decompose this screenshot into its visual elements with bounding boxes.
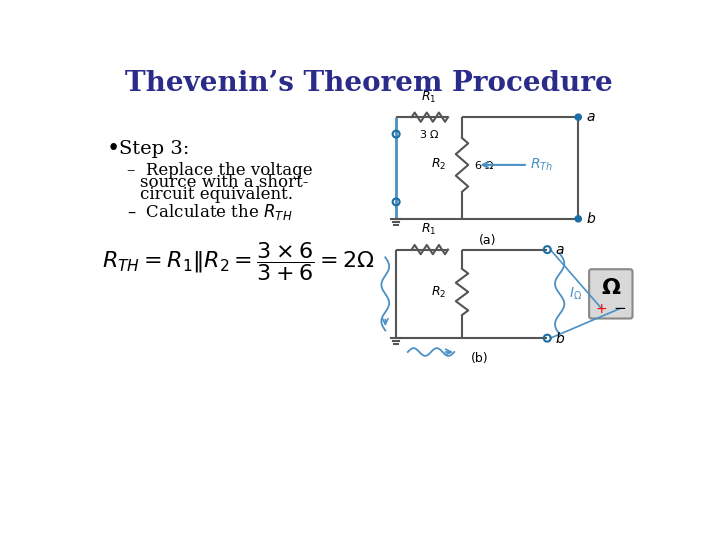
Text: $R_1$: $R_1$ bbox=[421, 90, 437, 105]
Text: circuit equivalent.: circuit equivalent. bbox=[140, 186, 293, 204]
Text: –  Replace the voltage: – Replace the voltage bbox=[127, 162, 312, 179]
Text: $R_2$: $R_2$ bbox=[431, 285, 446, 300]
Text: source with a short-: source with a short- bbox=[140, 174, 309, 191]
Text: $R_{TH} = R_1 \| R_2 = \dfrac{3 \times 6}{3 + 6} = 2\Omega$: $R_{TH} = R_1 \| R_2 = \dfrac{3 \times 6… bbox=[102, 240, 374, 282]
Text: $3\ \Omega$: $3\ \Omega$ bbox=[419, 128, 439, 140]
Text: Step 3:: Step 3: bbox=[120, 140, 190, 159]
Text: $R_2$: $R_2$ bbox=[431, 157, 446, 172]
Text: (a): (a) bbox=[478, 234, 496, 247]
Text: (b): (b) bbox=[471, 352, 488, 365]
Text: $b$: $b$ bbox=[555, 330, 565, 346]
Text: $a$: $a$ bbox=[555, 242, 564, 256]
Text: $6\ \Omega$: $6\ \Omega$ bbox=[474, 159, 495, 171]
FancyBboxPatch shape bbox=[589, 269, 632, 319]
Text: $a$: $a$ bbox=[586, 110, 595, 124]
Text: $R_1$: $R_1$ bbox=[421, 222, 437, 237]
Text: Thevenin’s Theorem Procedure: Thevenin’s Theorem Procedure bbox=[125, 70, 613, 97]
Text: −: − bbox=[613, 301, 626, 316]
Text: +: + bbox=[595, 301, 607, 315]
Text: $R_{Th}$: $R_{Th}$ bbox=[530, 157, 553, 173]
Text: Ω: Ω bbox=[601, 278, 621, 298]
Text: –  Calculate the $R_{TH}$: – Calculate the $R_{TH}$ bbox=[127, 202, 293, 222]
Circle shape bbox=[575, 114, 581, 120]
Text: $b$: $b$ bbox=[586, 211, 596, 226]
Text: $I_\Omega$: $I_\Omega$ bbox=[569, 286, 582, 302]
Circle shape bbox=[575, 215, 581, 222]
Text: •: • bbox=[107, 138, 120, 160]
